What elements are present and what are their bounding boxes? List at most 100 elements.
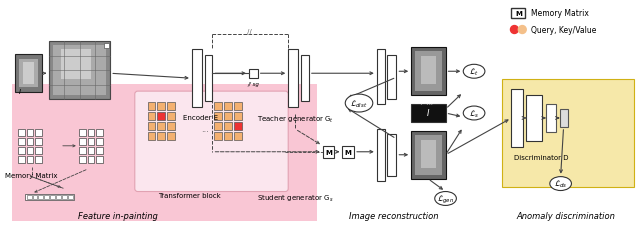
Bar <box>205 56 212 102</box>
Text: Encoder E: Encoder E <box>183 114 218 121</box>
Bar <box>148 113 156 121</box>
Bar <box>288 50 298 108</box>
Bar <box>18 138 25 145</box>
Bar <box>61 50 90 80</box>
Text: M: M <box>325 149 332 155</box>
Bar <box>511 90 524 147</box>
Bar <box>157 103 165 111</box>
Bar <box>411 131 445 179</box>
Bar <box>421 57 436 85</box>
Bar <box>27 156 33 163</box>
Text: Memory Matrix: Memory Matrix <box>5 172 58 178</box>
Bar <box>234 113 242 121</box>
Bar <box>167 113 175 121</box>
Text: Image reconstruction: Image reconstruction <box>349 211 438 220</box>
Bar <box>214 113 222 121</box>
Bar <box>234 132 242 140</box>
Bar <box>62 195 67 200</box>
Bar <box>157 132 165 140</box>
Bar <box>559 110 568 127</box>
Bar <box>342 146 354 158</box>
Text: Memory Matrix: Memory Matrix <box>531 9 589 18</box>
Bar <box>224 132 232 140</box>
Bar <box>88 147 95 154</box>
Bar <box>104 44 109 49</box>
Bar <box>411 105 445 122</box>
Text: Discriminator D: Discriminator D <box>514 154 568 160</box>
Text: M: M <box>515 11 522 17</box>
Text: Student generator G$_s$: Student generator G$_s$ <box>257 193 333 203</box>
Text: $\mathcal{L}_{ds}$: $\mathcal{L}_{ds}$ <box>554 178 567 190</box>
Text: $\mathcal{L}_{dist}$: $\mathcal{L}_{dist}$ <box>350 98 367 109</box>
Bar <box>27 138 33 145</box>
Text: M: M <box>345 149 351 155</box>
Text: // sg: // sg <box>248 82 260 87</box>
Bar <box>301 56 309 102</box>
Bar <box>526 96 542 141</box>
Circle shape <box>518 26 526 34</box>
Text: I: I <box>19 89 21 95</box>
Bar <box>97 156 103 163</box>
Bar <box>224 113 232 121</box>
Bar <box>214 132 222 140</box>
Ellipse shape <box>435 192 456 205</box>
Text: I: I <box>427 109 429 118</box>
Bar <box>18 129 25 136</box>
Bar <box>214 122 222 130</box>
Bar <box>148 132 156 140</box>
Bar <box>35 138 42 145</box>
Bar <box>88 129 95 136</box>
Bar <box>224 122 232 130</box>
Bar <box>97 147 103 154</box>
Bar <box>502 80 634 187</box>
Ellipse shape <box>550 177 572 191</box>
Bar <box>249 70 258 79</box>
Bar <box>167 132 175 140</box>
Bar <box>56 195 61 200</box>
Bar <box>15 55 42 93</box>
Bar <box>27 195 31 200</box>
Bar <box>148 103 156 111</box>
Bar <box>421 140 436 168</box>
Bar <box>377 50 385 105</box>
Bar <box>387 134 396 176</box>
Text: Transformer block: Transformer block <box>159 192 221 198</box>
Bar <box>234 103 242 111</box>
Bar <box>35 147 42 154</box>
Bar <box>50 195 55 200</box>
Bar <box>35 156 42 163</box>
Bar <box>88 156 95 163</box>
Bar <box>19 60 38 88</box>
Bar <box>546 105 556 132</box>
Bar <box>49 42 110 100</box>
Bar <box>79 147 86 154</box>
Text: $G_s(\mathrm{E}(\mathrm{I}))$: $G_s(\mathrm{E}(\mathrm{I}))$ <box>414 181 435 190</box>
Bar <box>68 195 73 200</box>
Bar <box>79 129 86 136</box>
Text: Anomaly discrimination: Anomaly discrimination <box>516 211 615 220</box>
Bar <box>18 147 25 154</box>
Bar <box>415 135 442 175</box>
Text: $\mathcal{L}_t$: $\mathcal{L}_t$ <box>469 66 479 78</box>
Bar <box>79 156 86 163</box>
Bar <box>511 9 525 19</box>
Text: Feature in-painting: Feature in-painting <box>78 211 158 220</box>
Bar <box>157 122 165 130</box>
Text: Teacher generator G$_t$: Teacher generator G$_t$ <box>257 114 333 125</box>
Bar <box>97 138 103 145</box>
Bar <box>27 129 33 136</box>
Bar <box>192 50 202 108</box>
Bar <box>167 122 175 130</box>
Bar <box>79 138 86 145</box>
Bar <box>12 85 317 221</box>
Ellipse shape <box>463 106 485 121</box>
Text: //: // <box>248 29 252 35</box>
Bar <box>167 103 175 111</box>
Text: Query, Key/Value: Query, Key/Value <box>531 26 596 35</box>
Text: ...: ... <box>201 125 209 134</box>
Bar <box>224 103 232 111</box>
Bar <box>97 129 103 136</box>
Bar <box>53 46 106 96</box>
Circle shape <box>511 26 518 34</box>
Ellipse shape <box>463 65 485 79</box>
